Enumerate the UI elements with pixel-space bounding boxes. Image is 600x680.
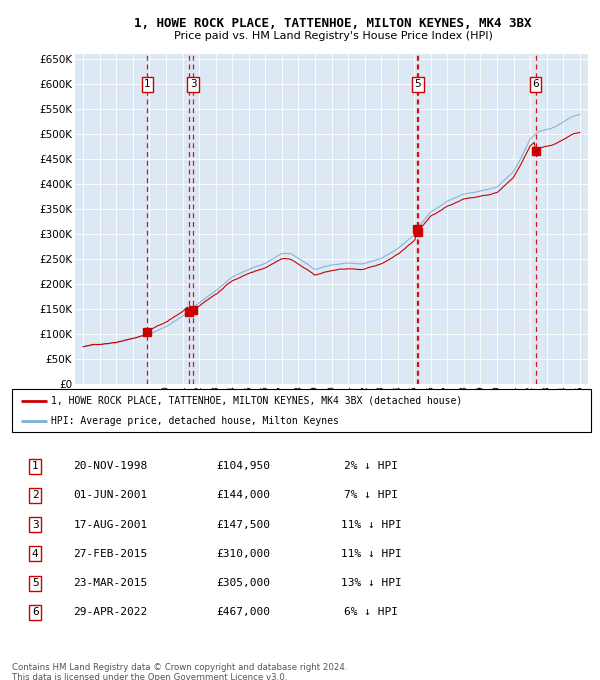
Text: 5: 5 [415,80,421,89]
Text: 1: 1 [32,461,38,471]
Text: 27-FEB-2015: 27-FEB-2015 [73,549,148,559]
Text: 1, HOWE ROCK PLACE, TATTENHOE, MILTON KEYNES, MK4 3BX: 1, HOWE ROCK PLACE, TATTENHOE, MILTON KE… [134,17,532,30]
Text: £147,500: £147,500 [217,520,271,530]
Text: This data is licensed under the Open Government Licence v3.0.: This data is licensed under the Open Gov… [12,673,287,680]
Text: 4: 4 [32,549,38,559]
Text: 2% ↓ HPI: 2% ↓ HPI [344,461,398,471]
Text: £305,000: £305,000 [217,578,271,588]
Text: 17-AUG-2001: 17-AUG-2001 [73,520,148,530]
Text: 11% ↓ HPI: 11% ↓ HPI [341,549,401,559]
Text: 5: 5 [32,578,38,588]
Text: 1: 1 [144,80,151,89]
Text: 2: 2 [32,490,38,500]
Text: 23-MAR-2015: 23-MAR-2015 [73,578,148,588]
Text: £144,000: £144,000 [217,490,271,500]
Text: 6: 6 [532,80,539,89]
Text: 1, HOWE ROCK PLACE, TATTENHOE, MILTON KEYNES, MK4 3BX (detached house): 1, HOWE ROCK PLACE, TATTENHOE, MILTON KE… [52,396,463,406]
Text: £467,000: £467,000 [217,607,271,617]
Text: 29-APR-2022: 29-APR-2022 [73,607,148,617]
Text: HPI: Average price, detached house, Milton Keynes: HPI: Average price, detached house, Milt… [52,416,339,426]
Text: £310,000: £310,000 [217,549,271,559]
Text: 3: 3 [32,520,38,530]
Text: 6% ↓ HPI: 6% ↓ HPI [344,607,398,617]
Text: Contains HM Land Registry data © Crown copyright and database right 2024.: Contains HM Land Registry data © Crown c… [12,663,347,672]
Text: 7% ↓ HPI: 7% ↓ HPI [344,490,398,500]
Text: 20-NOV-1998: 20-NOV-1998 [73,461,148,471]
Text: 3: 3 [190,80,196,89]
Text: 01-JUN-2001: 01-JUN-2001 [73,490,148,500]
Text: 6: 6 [32,607,38,617]
Text: £104,950: £104,950 [217,461,271,471]
Text: 11% ↓ HPI: 11% ↓ HPI [341,520,401,530]
Text: 13% ↓ HPI: 13% ↓ HPI [341,578,401,588]
Text: Price paid vs. HM Land Registry's House Price Index (HPI): Price paid vs. HM Land Registry's House … [173,31,493,41]
